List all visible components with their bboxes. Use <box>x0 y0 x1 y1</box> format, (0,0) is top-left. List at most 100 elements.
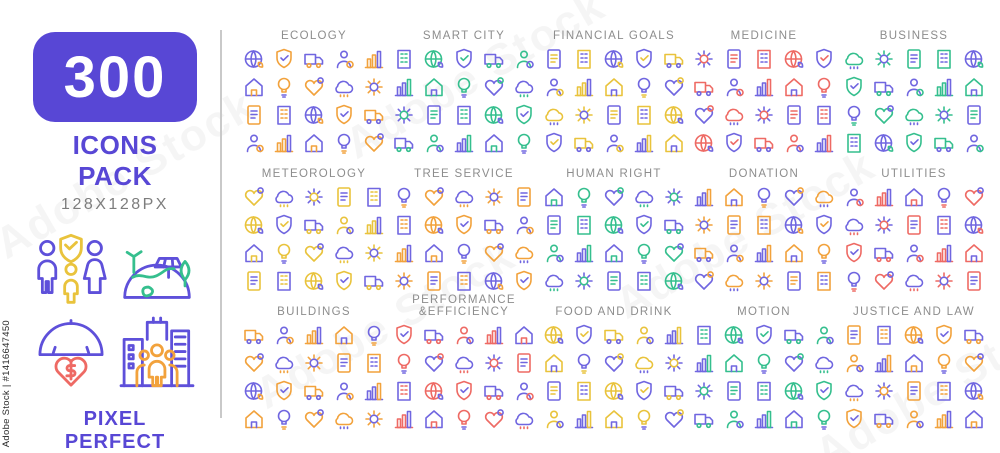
category-title-line: UTILITIES <box>881 168 947 180</box>
performance-icon-11 <box>392 379 416 403</box>
medicine-icon-11 <box>692 103 716 127</box>
ecology-icon-9 <box>332 75 356 99</box>
smart-city-icon-19 <box>482 131 506 155</box>
category-icon-grid <box>542 323 686 431</box>
business-icon-16 <box>842 131 866 155</box>
medicine-icon-5 <box>812 47 836 71</box>
motion-icon-9 <box>782 351 806 375</box>
count-badge: 300 <box>33 32 197 122</box>
buildings-icon-13 <box>302 379 326 403</box>
category-title-line: DONATION <box>728 168 800 180</box>
food-and-drink-icon-18 <box>602 407 626 431</box>
category-icon-grid <box>242 323 386 431</box>
human-right-icon-15 <box>662 241 686 265</box>
medicine-icon-15 <box>812 103 836 127</box>
ecology-icon-15 <box>362 103 386 127</box>
smart-city-icon-16 <box>392 131 416 155</box>
tree-service-icon-13 <box>452 241 476 265</box>
smart-city-icon-5 <box>512 47 536 71</box>
financial-goals-icon-18 <box>602 131 626 155</box>
ecology-icon-13 <box>302 103 326 127</box>
ecology-icon-6 <box>242 75 266 99</box>
tree-service-icon-19 <box>482 269 506 293</box>
food-and-drink-icon-3 <box>602 323 626 347</box>
donation-icon-12 <box>722 241 746 265</box>
financial-goals-icon-8 <box>602 75 626 99</box>
category-icon-grid <box>392 323 536 431</box>
financial-goals-icon-6 <box>542 75 566 99</box>
financial-goals-icon-19 <box>632 131 656 155</box>
smart-city-icon-20 <box>512 131 536 155</box>
category-block-donation: DONATION <box>689 156 839 294</box>
category-title-line: BUILDINGS <box>277 306 351 318</box>
utilities-icon-8 <box>902 213 926 237</box>
food-and-drink-icon-6 <box>542 351 566 375</box>
food-and-drink-icon-5 <box>662 323 686 347</box>
smart-city-icon-8 <box>452 75 476 99</box>
category-block-financial-goals: FINANCIAL GOALS <box>539 18 689 156</box>
ecology-icon-18 <box>302 131 326 155</box>
medicine-icon-10 <box>812 75 836 99</box>
justice-and-law-icon-4 <box>932 323 956 347</box>
donation-icon-17 <box>722 269 746 293</box>
category-icon-grid <box>242 47 386 155</box>
motion-icon-20 <box>812 407 836 431</box>
financial-goals-icon-15 <box>662 103 686 127</box>
ecology-icon-7 <box>272 75 296 99</box>
business-icon-4 <box>932 47 956 71</box>
justice-and-law-icon-11 <box>842 379 866 403</box>
financial-goals-icon-16 <box>542 131 566 155</box>
motion-icon-15 <box>812 379 836 403</box>
smart-city-icon-14 <box>482 103 506 127</box>
motion-icon-18 <box>752 407 776 431</box>
category-block-buildings: BUILDINGS <box>239 294 389 432</box>
donation-icon-2 <box>722 185 746 209</box>
ecology-icon-16 <box>242 131 266 155</box>
donation-icon-1 <box>692 185 716 209</box>
utilities-icon-4 <box>932 185 956 209</box>
meteorology-icon-7 <box>272 213 296 237</box>
category-block-utilities: UTILITIES <box>839 156 989 294</box>
financial-goals-icon-2 <box>572 47 596 71</box>
human-right-icon-14 <box>632 241 656 265</box>
tree-service-icon-20 <box>512 269 536 293</box>
category-title-line: MEDICINE <box>730 30 798 42</box>
justice-and-law-icon-10 <box>962 351 986 375</box>
donation-icon-11 <box>692 241 716 265</box>
utilities-icon-12 <box>872 241 896 265</box>
financial-goals-icon-9 <box>632 75 656 99</box>
category-block-performance-efficiency: PERFORMANCE &EFFICIENCY <box>389 294 539 432</box>
human-right-icon-3 <box>602 185 626 209</box>
buildings-icon-12 <box>272 379 296 403</box>
medicine-icon-12 <box>722 103 746 127</box>
category-title: FOOD AND DRINK <box>555 294 672 318</box>
human-right-icon-6 <box>542 213 566 237</box>
motion-icon-16 <box>692 407 716 431</box>
food-and-drink-icon-4 <box>632 323 656 347</box>
medicine-icon-3 <box>752 47 776 71</box>
smart-city-icon-6 <box>392 75 416 99</box>
utilities-icon-5 <box>962 185 986 209</box>
donation-icon-13 <box>752 241 776 265</box>
performance-icon-16 <box>392 407 416 431</box>
category-title: FINANCIAL GOALS <box>553 18 675 42</box>
justice-and-law-icon-5 <box>962 323 986 347</box>
category-icon-grid <box>842 323 986 431</box>
business-icon-3 <box>902 47 926 71</box>
performance-icon-6 <box>392 351 416 375</box>
tree-service-icon-10 <box>512 213 536 237</box>
performance-icon-7 <box>422 351 446 375</box>
category-title: BUSINESS <box>880 18 949 42</box>
family-insurance-icon <box>37 233 107 304</box>
financial-goals-icon-14 <box>632 103 656 127</box>
meteorology-icon-17 <box>272 269 296 293</box>
tree-service-icon-7 <box>422 213 446 237</box>
category-title-line: TREE SERVICE <box>414 168 514 180</box>
category-title-line: BUSINESS <box>879 30 949 42</box>
human-right-icon-20 <box>662 269 686 293</box>
ecology-icon-12 <box>272 103 296 127</box>
business-icon-12 <box>872 103 896 127</box>
buildings-icon-15 <box>362 379 386 403</box>
food-and-drink-icon-15 <box>662 379 686 403</box>
medicine-icon-9 <box>782 75 806 99</box>
